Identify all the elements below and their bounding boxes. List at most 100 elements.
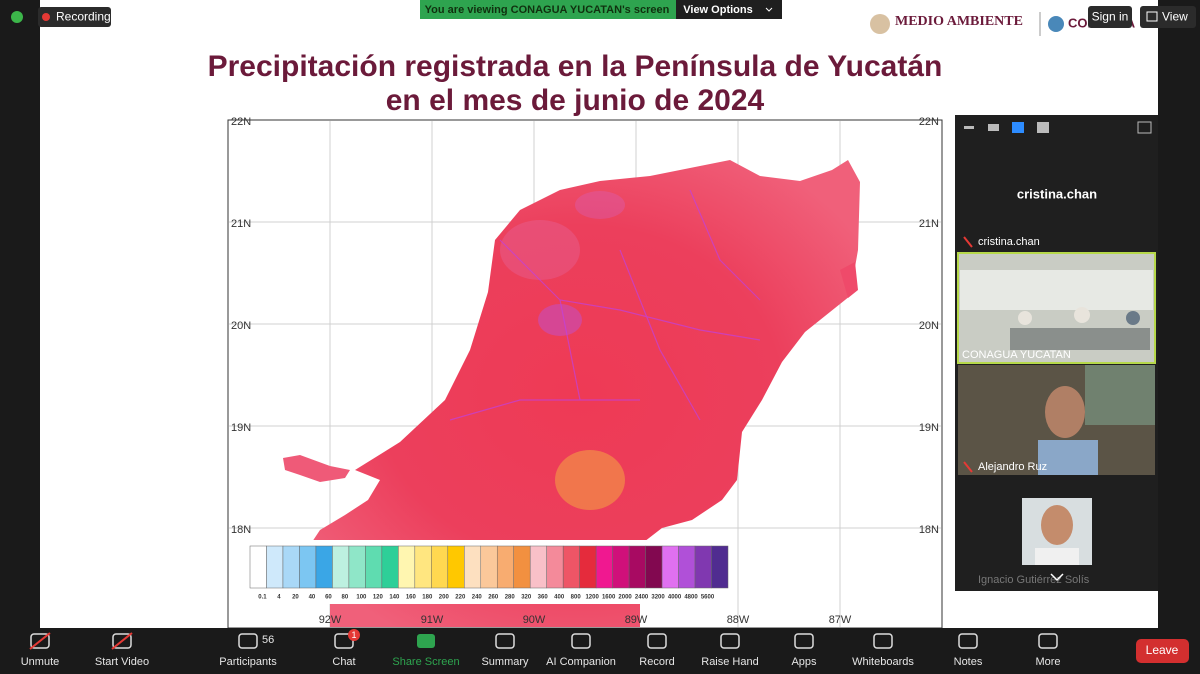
- legend-swatch: [678, 545, 696, 589]
- toolbar: [0, 628, 1200, 674]
- legend-swatch: [464, 545, 482, 589]
- security-icon: [11, 11, 23, 23]
- legend-label: 40: [309, 595, 316, 601]
- layout-icon[interactable]: [1012, 122, 1024, 133]
- legend-label: 0.1: [258, 595, 267, 601]
- view-options-text: View Options: [683, 4, 752, 16]
- toolbar-label: Summary: [481, 656, 529, 668]
- legend-label: 240: [472, 595, 483, 601]
- map: 22N 22N 21N 21N 20N 20N 19N 19N 18N 18N 92W 91W 90W 8…: [227, 116, 943, 629]
- toolbar-icon: [571, 633, 591, 649]
- precip-area: [575, 191, 625, 219]
- legend-swatch: [645, 545, 663, 589]
- legend-swatch: [365, 545, 383, 589]
- popout-icon[interactable]: [1137, 121, 1152, 134]
- muted-slash: [111, 632, 133, 650]
- share-banner-text: You are viewing CONAGUA YUCATAN's screen: [425, 4, 670, 16]
- lon-label: 87W: [829, 614, 852, 626]
- legend-label: 200: [439, 595, 450, 601]
- legend-swatch: [398, 545, 416, 589]
- legend-label: 280: [505, 595, 516, 601]
- toolbar-icon: [495, 633, 515, 649]
- precip-area: [555, 450, 625, 510]
- muted-slash: [29, 632, 51, 650]
- logo-text: MEDIO AMBIENTE: [895, 14, 1023, 29]
- toolbar-label: Participants: [219, 656, 277, 668]
- sign-in-text: Sign in: [1092, 10, 1129, 24]
- lon-label: 88W: [727, 614, 750, 626]
- legend-swatch: [546, 545, 564, 589]
- share-banner: [420, 0, 682, 19]
- legend-label: 120: [373, 595, 384, 601]
- lat-label: 19N: [231, 422, 251, 434]
- toolbar-label: Start Video: [95, 656, 149, 668]
- avatar-shirt: [1035, 548, 1079, 565]
- video-backdrop: [960, 270, 1153, 310]
- legend-label: 360: [538, 595, 549, 601]
- active-speaker-name: cristina.chan: [1017, 186, 1097, 201]
- legend-swatch: [431, 545, 449, 589]
- legend-swatch: [595, 545, 613, 589]
- legend-swatch: [447, 545, 465, 589]
- legend-label: 2000: [618, 595, 632, 601]
- precip-area: [538, 304, 582, 336]
- slide-title-line: en el mes de junio de 2024: [386, 84, 765, 117]
- toolbar-icon: [238, 633, 258, 649]
- lat-label: 22N: [919, 116, 939, 128]
- legend-swatch: [711, 545, 729, 589]
- layout-icon[interactable]: [1037, 122, 1049, 133]
- toolbar-icon: [112, 633, 132, 649]
- toolbar-label: Record: [639, 656, 674, 668]
- logo-emblem: [870, 14, 890, 34]
- scroll-chevron[interactable]: [1050, 573, 1064, 582]
- video-person: [1074, 307, 1090, 323]
- legend-label: 100: [356, 595, 367, 601]
- legend-label: 800: [571, 595, 582, 601]
- legend-swatch: [348, 545, 366, 589]
- legend-swatch: [628, 545, 646, 589]
- legend-swatch: [299, 545, 317, 589]
- muted-icon: [963, 236, 973, 248]
- legend-label: 4800: [684, 595, 698, 601]
- toolbar-label: Unmute: [21, 656, 60, 668]
- state-borders: [449, 189, 761, 421]
- legend-label: 180: [422, 595, 433, 601]
- video-person: [1018, 311, 1032, 325]
- view-icon: [1146, 11, 1158, 22]
- lon-label: 92W: [319, 614, 342, 626]
- leave-button[interactable]: [1136, 639, 1189, 663]
- toolbar-icon: [1038, 633, 1058, 649]
- legend-swatch: [612, 545, 630, 589]
- legend-label: 260: [488, 595, 499, 601]
- lat-label: 19N: [919, 422, 939, 434]
- toolbar-label: Notes: [954, 656, 983, 668]
- lon-label: 90W: [523, 614, 546, 626]
- legend-label: 140: [389, 595, 400, 601]
- legend-label: 20: [292, 595, 299, 601]
- legend-swatch: [496, 545, 514, 589]
- legend-swatch: [661, 545, 679, 589]
- legend-swatch: [266, 545, 284, 589]
- toolbar-icon: [958, 633, 978, 649]
- legend-swatch: [513, 545, 531, 589]
- legend-label: 4000: [668, 595, 682, 601]
- legend-label: 400: [554, 595, 565, 601]
- legend-swatch: [381, 545, 399, 589]
- layout-icon[interactable]: [964, 126, 974, 129]
- legend-swatch: [249, 545, 267, 589]
- recording-badge[interactable]: [38, 7, 111, 27]
- view-text: View: [1162, 10, 1188, 24]
- toolbar-label: Raise Hand: [701, 656, 758, 668]
- legend-swatch: [529, 545, 547, 589]
- legend-swatch: [332, 545, 350, 589]
- video-person: [1045, 386, 1085, 438]
- island: [283, 455, 350, 482]
- video-table: [1010, 328, 1150, 350]
- layout-icon[interactable]: [988, 124, 999, 131]
- toolbar-icon: [873, 633, 893, 649]
- view-options-button[interactable]: [676, 0, 782, 19]
- legend-label: 1600: [602, 595, 616, 601]
- share-icon: [417, 634, 435, 648]
- sign-in-button[interactable]: [1088, 6, 1132, 28]
